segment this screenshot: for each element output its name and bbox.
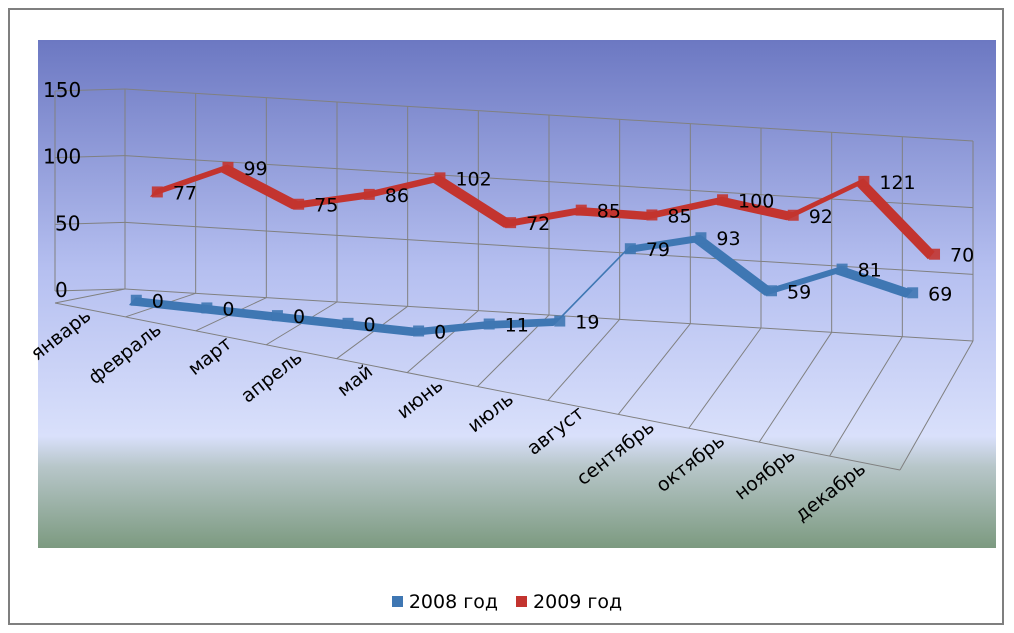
series-0-data-label-5: 11 xyxy=(505,315,529,337)
y-tick-label: 150 xyxy=(43,78,81,102)
series-1-data-label-9: 92 xyxy=(809,206,833,228)
series-0-data-label-3: 0 xyxy=(364,314,376,336)
series-1-data-label-0: 77 xyxy=(173,182,197,204)
series-1-point-2 xyxy=(293,198,305,210)
series-1-point-6 xyxy=(575,204,587,216)
series-1-point-0 xyxy=(151,186,163,198)
gridline-side-150 xyxy=(54,88,126,92)
legend-swatch-2008 xyxy=(391,596,403,607)
y-tick-label: 50 xyxy=(55,211,80,235)
plot-background xyxy=(38,40,996,548)
series-1-point-4 xyxy=(434,172,446,184)
series-0-point-1 xyxy=(201,302,213,314)
series-1-point-10 xyxy=(858,175,870,187)
series-0-point-4 xyxy=(413,325,425,337)
gridline-floor-5 xyxy=(406,310,479,373)
series-0-data-label-0: 0 xyxy=(152,291,164,313)
gridline-floor-10 xyxy=(758,332,833,443)
series-0-data-label-2: 0 xyxy=(293,306,305,328)
y-tick-label: 100 xyxy=(43,145,81,169)
series-1-data-label-2: 75 xyxy=(314,195,338,217)
series-0-point-0 xyxy=(130,294,142,306)
series-1-data-label-3: 86 xyxy=(385,185,409,207)
series-1-data-label-8: 100 xyxy=(738,190,774,212)
gridline-side-100 xyxy=(54,155,126,159)
series-1-data-label-4: 102 xyxy=(455,168,491,190)
gridline-floor-8 xyxy=(617,323,691,415)
series-1-point-3 xyxy=(363,188,375,200)
series-0-data-label-1: 0 xyxy=(222,298,234,320)
series-0-data-label-11: 69 xyxy=(928,283,952,305)
series-0-data-label-4: 0 xyxy=(434,321,446,343)
legend-label-2009: 2009 год xyxy=(533,590,623,613)
gridline-floor-7 xyxy=(547,319,621,401)
series-1-data-label-11: 70 xyxy=(950,245,974,267)
series-0-data-label-7: 79 xyxy=(646,239,670,261)
legend: 2008 год 2009 год xyxy=(0,590,1014,613)
series-1-data-label-6: 85 xyxy=(597,201,621,223)
series-1-data-label-10: 121 xyxy=(879,172,915,194)
series-1-data-label-5: 72 xyxy=(526,213,550,235)
series-0-point-7 xyxy=(624,243,636,255)
series-0-point-6 xyxy=(554,315,566,327)
series-0-data-label-6: 19 xyxy=(575,312,599,334)
gridline-floor-6 xyxy=(477,314,550,387)
legend-label-2008: 2008 год xyxy=(408,590,498,613)
y-tick-label: 0 xyxy=(55,278,68,302)
legend-swatch-2009 xyxy=(516,596,528,607)
series-1-data-label-7: 85 xyxy=(667,205,691,227)
gridline-floor-11 xyxy=(829,336,903,457)
series-0-point-2 xyxy=(271,310,283,322)
legend-item-2009: 2009 год xyxy=(516,591,622,613)
series-1-point-1 xyxy=(222,161,234,173)
series-0-data-label-8: 93 xyxy=(716,228,740,250)
gridline-floor-4 xyxy=(336,305,408,360)
legend-item-2008: 2008 год xyxy=(391,590,498,613)
gridline-side-0 xyxy=(54,288,126,292)
gridline-floor-9 xyxy=(688,327,762,429)
series-1-point-11 xyxy=(929,248,941,260)
series-0-point-9 xyxy=(766,285,778,297)
series-0-point-11 xyxy=(907,287,919,299)
series-1-point-7 xyxy=(646,209,658,221)
series-1-data-label-1: 99 xyxy=(243,158,267,180)
series-0-data-label-10: 81 xyxy=(858,260,882,282)
gridline-floor-12 xyxy=(899,340,974,471)
floor-front-edge xyxy=(54,302,901,471)
series-0-data-label-9: 59 xyxy=(787,281,811,303)
series-1-point-8 xyxy=(717,194,729,206)
series-0-point-5 xyxy=(483,318,495,330)
series-0-point-10 xyxy=(836,263,848,275)
gridline-floor-0 xyxy=(54,288,126,304)
series-0-point-3 xyxy=(342,317,354,329)
series-1-point-9 xyxy=(787,209,799,221)
series-1-point-5 xyxy=(505,217,517,229)
series-0-point-8 xyxy=(695,232,707,244)
gridline-side-50 xyxy=(54,221,126,225)
